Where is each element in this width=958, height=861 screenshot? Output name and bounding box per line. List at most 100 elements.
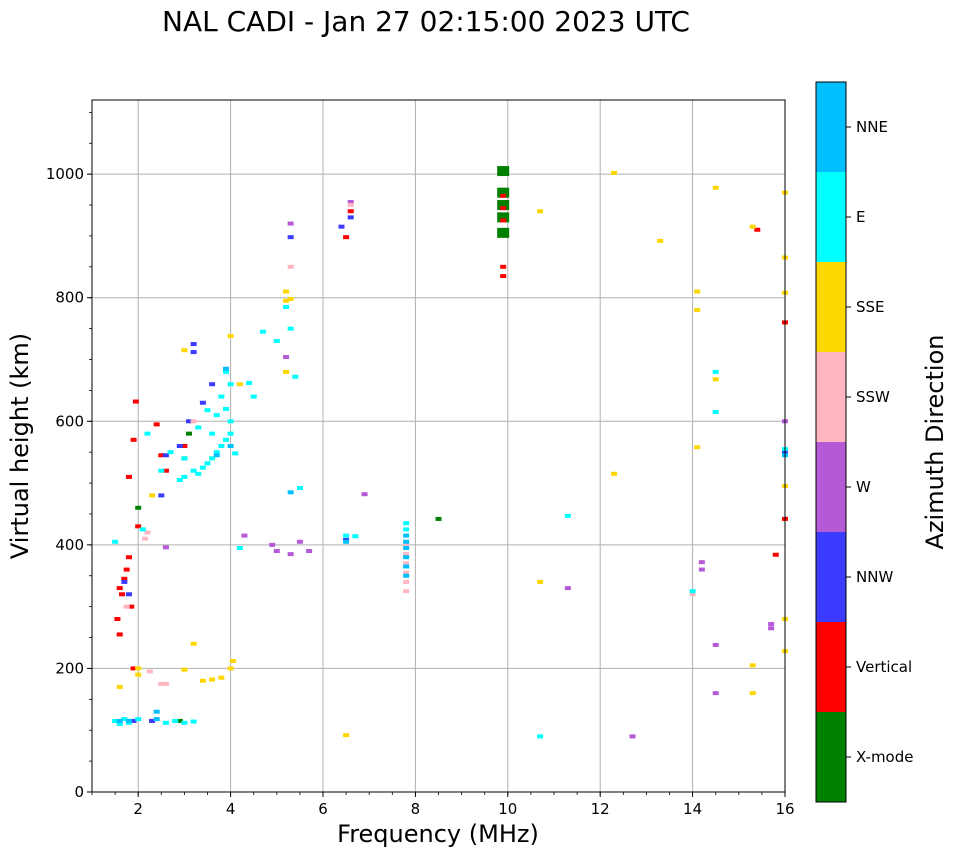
data-point-e xyxy=(139,527,146,532)
data-point-w xyxy=(698,560,705,565)
data-point-e xyxy=(199,465,206,470)
data-point-e xyxy=(222,406,229,411)
data-point-nnw xyxy=(209,382,216,387)
x-tick-label: 6 xyxy=(318,800,328,818)
data-point-e xyxy=(273,338,280,343)
data-point-e xyxy=(162,720,169,725)
data-point-vertical xyxy=(132,399,139,404)
y-axis: 0 200 400 600 800 1000 xyxy=(46,111,92,801)
x-tick-label: 8 xyxy=(411,800,421,818)
data-point-vertical xyxy=(500,218,507,223)
colorbar-segment-e xyxy=(816,172,846,262)
data-point-vertical xyxy=(158,453,165,458)
data-point-vertical xyxy=(125,474,132,479)
data-point-e xyxy=(209,431,216,436)
data-point-e xyxy=(112,718,119,723)
x-tick-label: 2 xyxy=(133,800,143,818)
data-point-ssw xyxy=(158,681,165,686)
data-point-e xyxy=(343,533,350,538)
data-point-e xyxy=(259,329,266,334)
data-point-nne xyxy=(153,717,160,722)
colorbar-tick-label: W xyxy=(856,478,871,496)
data-point-x-mode xyxy=(497,212,510,223)
data-point-ssw xyxy=(403,542,410,547)
colorbar-tick-label: NNE xyxy=(856,118,888,136)
colorbar-segment-vertical xyxy=(816,622,846,712)
data-point-e xyxy=(213,450,220,455)
colorbar-segment-sse xyxy=(816,262,846,352)
data-point-sse xyxy=(283,298,290,303)
data-point-nnw xyxy=(287,235,294,240)
data-point-sse xyxy=(694,445,701,450)
data-point-sse xyxy=(611,170,618,175)
data-point-w xyxy=(283,355,290,360)
data-point-e xyxy=(232,451,239,456)
data-point-vertical xyxy=(343,235,350,240)
data-point-sse xyxy=(116,684,123,689)
y-axis-label: Virtual height (km) xyxy=(6,333,34,559)
data-point-sse xyxy=(181,667,188,672)
data-point-w xyxy=(768,621,775,626)
data-point-w xyxy=(287,552,294,557)
data-point-nnw xyxy=(186,419,193,424)
y-tick-label: 800 xyxy=(55,289,84,307)
data-point-e xyxy=(564,513,571,518)
data-point-ssw xyxy=(403,552,410,557)
data-point-sse xyxy=(749,663,756,668)
data-point-e xyxy=(213,413,220,418)
data-point-vertical xyxy=(130,437,137,442)
data-point-sse xyxy=(694,308,701,313)
data-point-w xyxy=(768,626,775,631)
data-point-e xyxy=(209,456,216,461)
data-point-vertical xyxy=(347,209,354,214)
data-point-x-mode xyxy=(435,516,442,521)
data-point-x-mode xyxy=(176,718,183,723)
data-point-e xyxy=(292,374,299,379)
data-point-nne xyxy=(125,718,132,723)
data-point-ssw xyxy=(403,589,410,594)
x-tick-label: 14 xyxy=(683,800,702,818)
y-tick-label: 0 xyxy=(74,783,84,801)
data-point-vertical xyxy=(130,666,137,671)
data-point-sse xyxy=(712,185,719,190)
data-point-e xyxy=(181,474,188,479)
y-tick-label: 1000 xyxy=(46,165,84,183)
data-point-e xyxy=(236,545,243,550)
data-point-sse xyxy=(749,224,756,229)
data-point-ssw xyxy=(123,604,130,609)
colorbar-tick-label: Vertical xyxy=(856,658,912,676)
data-point-vertical xyxy=(772,552,779,557)
data-point-vertical xyxy=(500,264,507,269)
data-point-vertical xyxy=(116,586,123,591)
data-point-nnw xyxy=(162,453,169,458)
data-point-w xyxy=(712,691,719,696)
data-point-vertical xyxy=(119,592,126,597)
data-point-e xyxy=(222,437,229,442)
data-point-x-mode xyxy=(186,431,193,436)
x-tick-label: 12 xyxy=(591,800,610,818)
y-tick-label: 600 xyxy=(55,412,84,430)
data-point-e xyxy=(181,720,188,725)
data-point-x-mode xyxy=(497,187,510,198)
y-tick-label: 200 xyxy=(55,659,84,677)
data-point-ssw xyxy=(347,203,354,208)
data-point-sse xyxy=(149,493,156,498)
data-point-w xyxy=(306,549,313,554)
colorbar-tick-label: X-mode xyxy=(856,748,913,766)
data-point-nnw xyxy=(125,592,132,597)
data-point-sse xyxy=(135,672,142,677)
data-point-e xyxy=(712,369,719,374)
colorbar-segment-w xyxy=(816,442,846,532)
data-point-x-mode xyxy=(497,200,510,211)
data-point-e xyxy=(227,431,234,436)
data-point-nnw xyxy=(149,718,156,723)
data-point-ssw xyxy=(190,419,197,424)
x-tick-label: 10 xyxy=(498,800,517,818)
data-point-e xyxy=(121,717,128,722)
data-point-x-mode xyxy=(497,227,510,238)
colorbar-tick-label: SSW xyxy=(856,388,890,406)
data-point-sse xyxy=(181,348,188,353)
data-point-w xyxy=(698,567,705,572)
